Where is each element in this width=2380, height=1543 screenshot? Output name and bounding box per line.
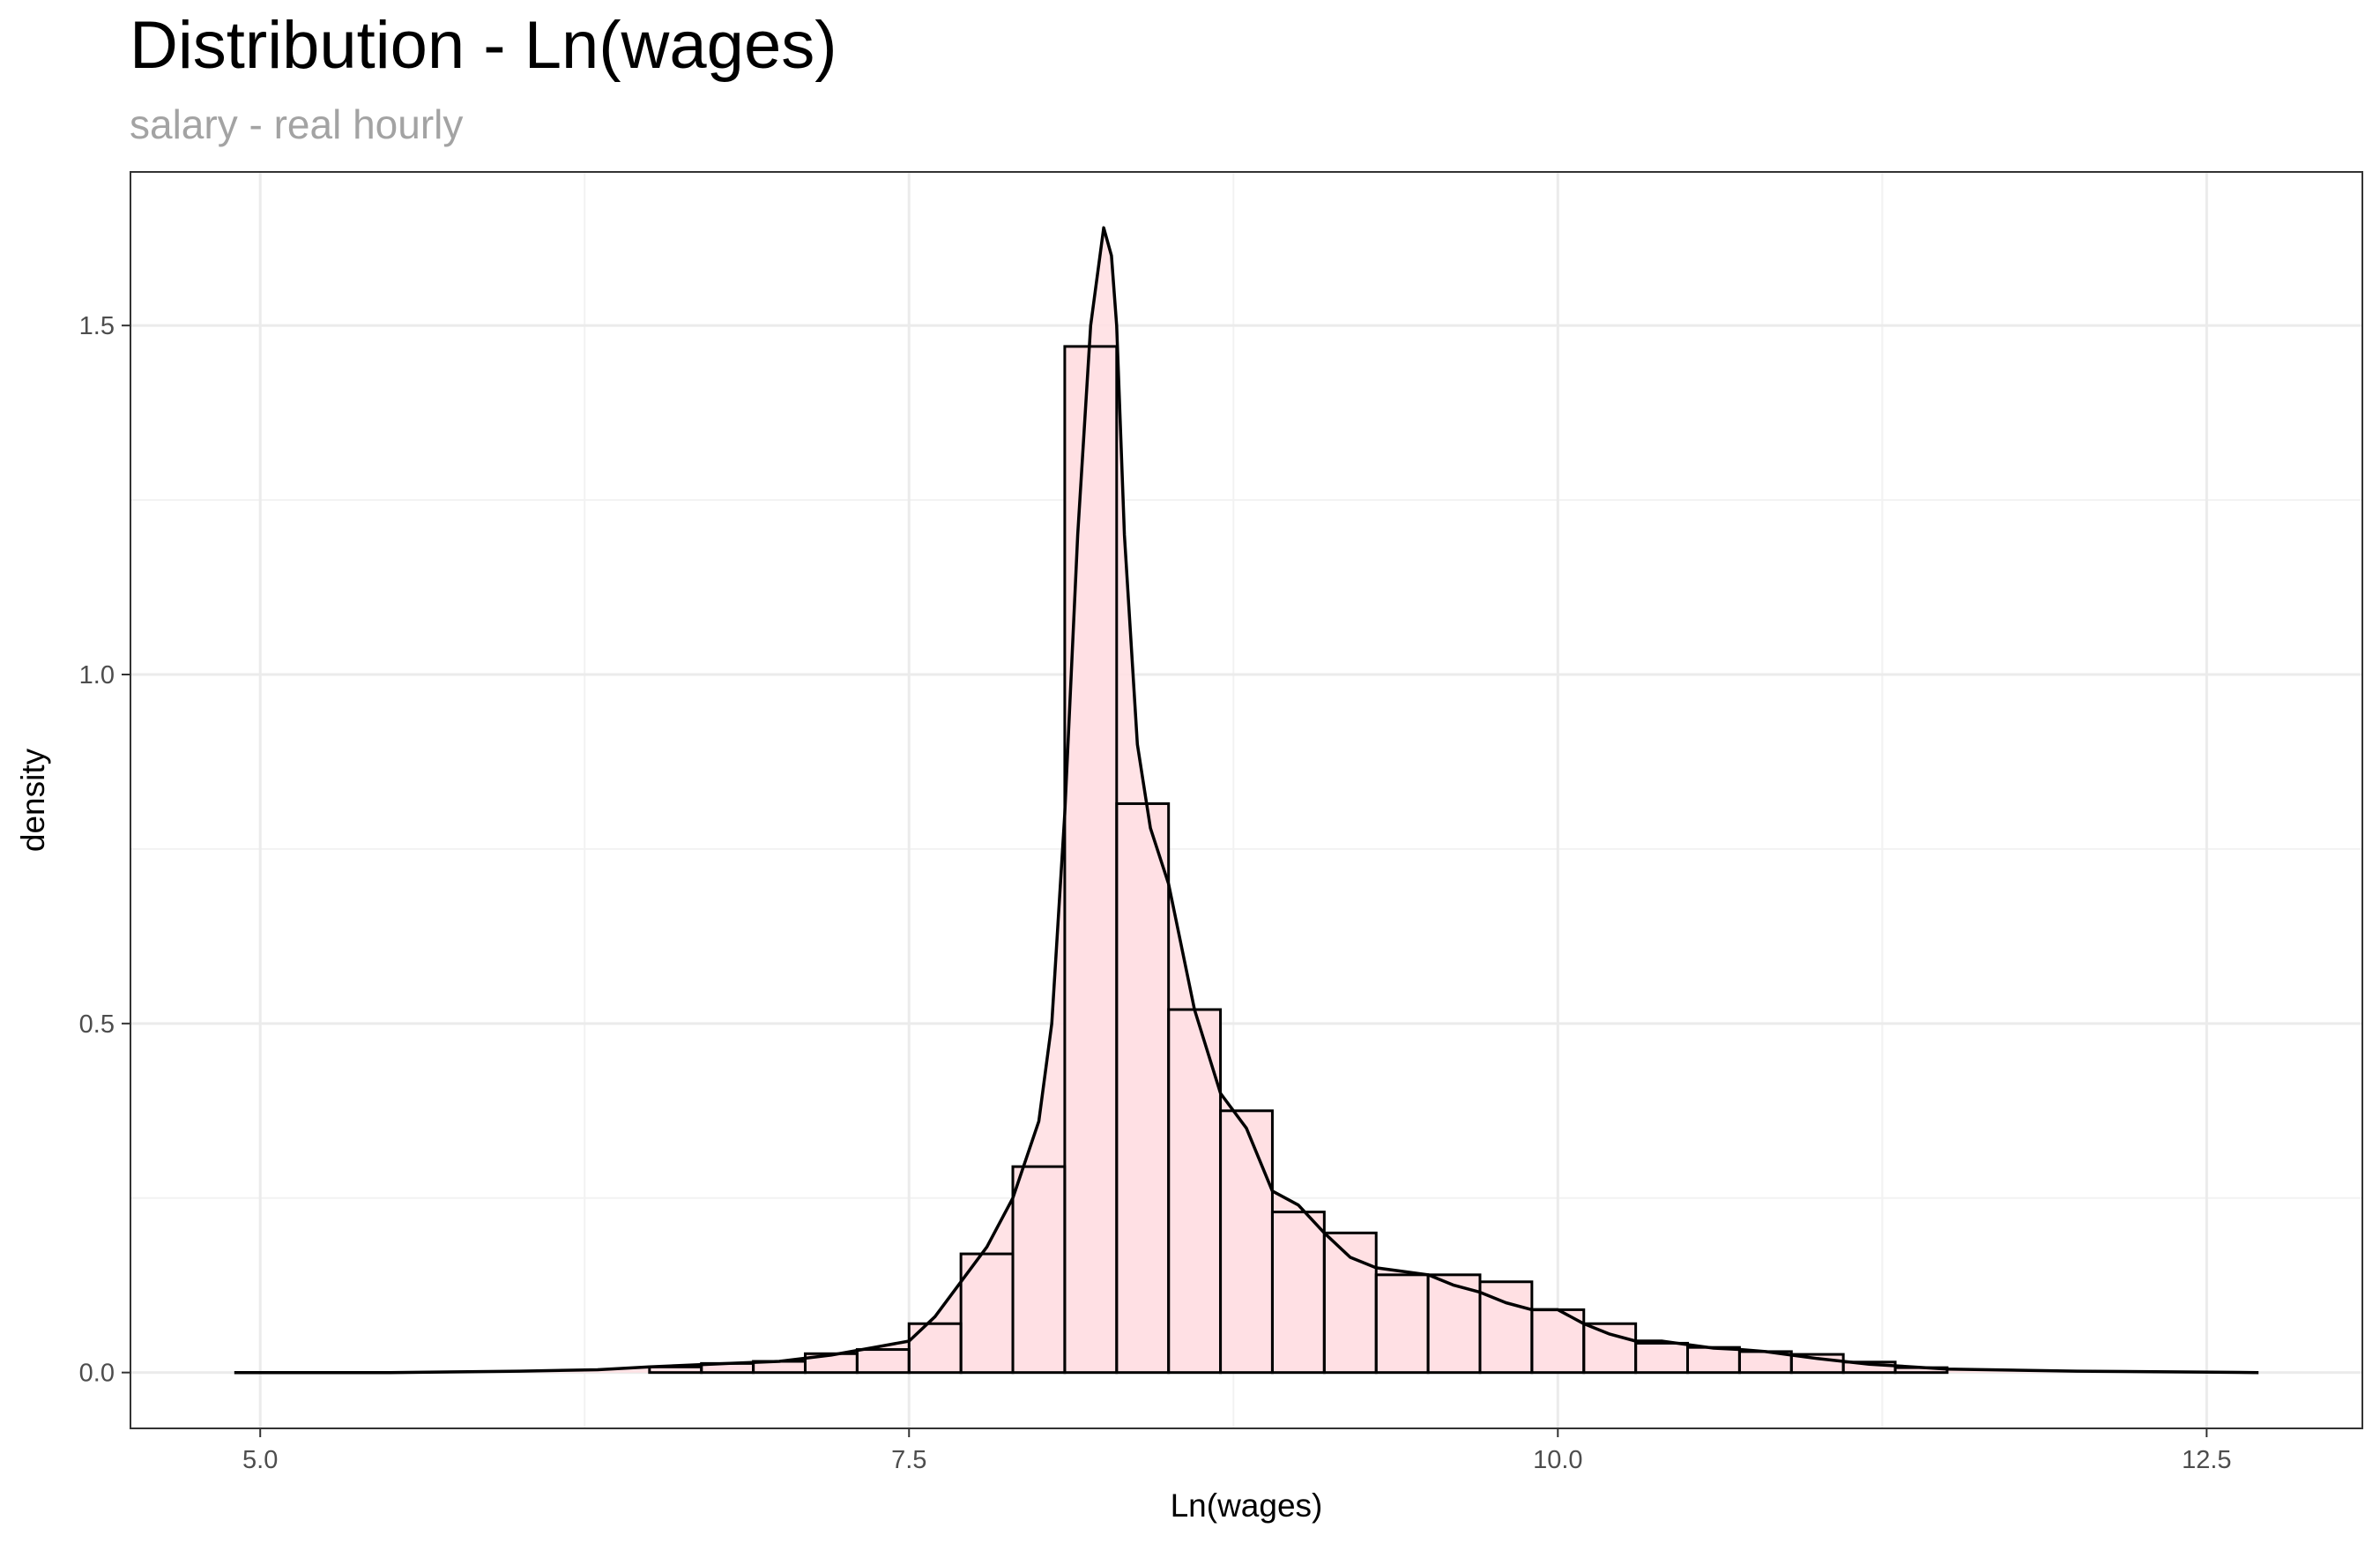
chart-title: Distribution - Ln(wages) — [130, 8, 837, 83]
y-axis-ticks: 0.0 0.5 1.0 1.5 — [79, 312, 130, 1388]
x-axis-title: Ln(wages) — [1171, 1487, 1323, 1524]
x-tick-label: 10.0 — [1533, 1446, 1582, 1474]
x-tick-label: 12.5 — [2182, 1446, 2231, 1474]
density-layer — [234, 226, 2259, 1375]
y-tick-label: 0.0 — [79, 1360, 115, 1388]
y-tick-label: 0.5 — [79, 1010, 115, 1039]
y-tick-label: 1.0 — [79, 661, 115, 690]
x-tick-label: 5.0 — [242, 1446, 278, 1474]
x-tick-label: 7.5 — [891, 1446, 926, 1474]
density-area — [234, 227, 2259, 1373]
panel-border — [130, 171, 2363, 1429]
density-curve — [234, 226, 2259, 1375]
chart-subtitle: salary - real hourly — [130, 101, 464, 147]
x-axis-ticks: 5.0 7.5 10.0 12.5 — [242, 1428, 2232, 1474]
y-axis-title: density — [15, 748, 51, 852]
minor-gridlines — [130, 172, 2362, 1428]
y-tick-label: 1.5 — [79, 312, 115, 340]
